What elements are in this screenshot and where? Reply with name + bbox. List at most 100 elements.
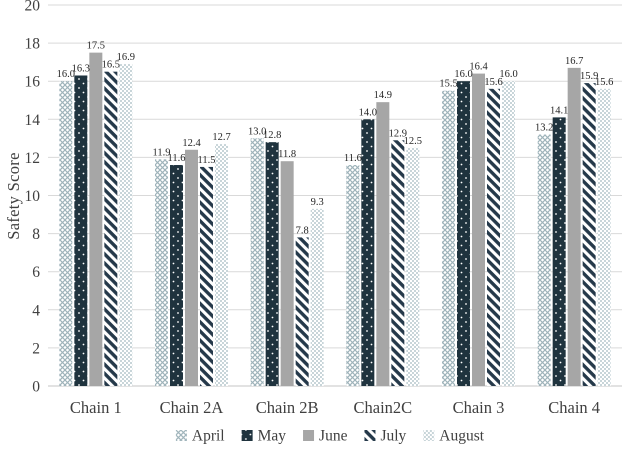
- data-label-june-chain-2b: 11.8: [278, 149, 296, 160]
- bar-may-chain-1: [74, 75, 88, 387]
- x-category-label-chain2c: Chain2C: [353, 398, 412, 417]
- data-label-june-chain-4: 16.7: [565, 56, 583, 67]
- bar-august-chain-4: [597, 88, 611, 386]
- bar-august-chain-2b: [310, 208, 324, 386]
- data-label-april-chain-2b: 13.0: [248, 126, 266, 137]
- y-tick-label: 16: [25, 74, 41, 91]
- legend-item-august: August: [423, 428, 485, 445]
- bar-august-chain-1: [119, 64, 133, 387]
- bar-april-chain-2b: [250, 138, 264, 386]
- legend-item-june: June: [303, 428, 348, 445]
- legend: April May June July August: [175, 428, 485, 445]
- bar-may-chain-2b: [265, 142, 279, 386]
- data-label-may-chain-1: 16.3: [72, 63, 90, 74]
- x-category-label-chain-2b: Chain 2B: [256, 398, 319, 417]
- y-axis-title: Safety Score: [4, 152, 23, 240]
- bar-april-chain-4: [537, 134, 551, 386]
- data-label-july-chain-3: 15.6: [484, 77, 502, 88]
- data-label-august-chain-4: 15.6: [595, 77, 613, 88]
- y-tick-label: 10: [25, 188, 41, 205]
- legend-swatch-august: [423, 430, 435, 441]
- data-label-may-chain2c: 14.0: [359, 107, 377, 118]
- gridlines: [48, 4, 622, 387]
- y-tick-label: 0: [32, 379, 40, 396]
- bar-august-chain2c: [406, 147, 420, 386]
- data-label-june-chain2c: 14.9: [374, 90, 392, 101]
- data-label-april-chain2c: 11.6: [344, 153, 362, 164]
- data-label-august-chain-1: 16.9: [117, 52, 135, 63]
- data-label-april-chain-4: 13.2: [535, 123, 553, 134]
- bars: [59, 52, 611, 387]
- y-tick-label: 4: [32, 302, 40, 319]
- bar-july-chain-4: [582, 83, 596, 386]
- data-label-may-chain-4: 14.1: [550, 105, 568, 116]
- bar-july-chain-3: [487, 88, 500, 386]
- data-label-july-chain-2a: 11.5: [198, 155, 216, 166]
- x-category-label-chain-4: Chain 4: [548, 398, 600, 417]
- legend-swatch-july: [364, 430, 376, 441]
- legend-item-may: May: [241, 428, 287, 445]
- data-label-june-chain-1: 17.5: [87, 41, 105, 52]
- data-label-july-chain2c: 12.9: [389, 128, 407, 139]
- bar-april-chain-1: [59, 81, 73, 386]
- y-tick-label: 18: [25, 36, 41, 53]
- legend-swatch-april: [175, 430, 187, 441]
- data-label-june-chain-3: 16.4: [469, 62, 488, 73]
- bar-may-chain-3: [457, 81, 470, 386]
- data-label-august-chain2c: 12.5: [404, 136, 422, 147]
- data-label-july-chain-4: 15.9: [580, 71, 598, 82]
- bar-june-chain-2a: [185, 149, 198, 386]
- data-label-july-chain-1: 16.5: [102, 60, 120, 71]
- y-tick-label: 8: [32, 226, 40, 243]
- data-label-may-chain-2a: 11.6: [168, 153, 186, 164]
- bar-april-chain2c: [346, 165, 360, 386]
- data-label-april-chain-3: 15.5: [439, 79, 457, 90]
- y-tick-label: 14: [25, 112, 41, 129]
- y-tick-label: 2: [32, 340, 40, 357]
- bar-may-chain-4: [552, 117, 566, 387]
- bar-may-chain2c: [361, 119, 375, 387]
- x-category-label-chain-2a: Chain 2A: [160, 398, 224, 417]
- bar-july-chain-1: [104, 71, 118, 387]
- bar-august-chain-2a: [215, 144, 228, 386]
- data-label-may-chain-2b: 12.8: [263, 130, 281, 141]
- legend-label-may: May: [258, 428, 287, 445]
- bar-june-chain-2b: [280, 161, 294, 386]
- data-label-august-chain-2b: 9.3: [311, 197, 324, 208]
- bar-may-chain-2a: [170, 165, 183, 386]
- y-tick-label: 6: [32, 264, 40, 281]
- bar-august-chain-3: [502, 81, 515, 386]
- data-label-august-chain-3: 16.0: [499, 69, 517, 80]
- legend-item-july: July: [364, 428, 407, 445]
- axis-labels: 0 2 4 6 8 10 12 14 16 18 20 Chain 1 Chain 2A Chain 2B…: [25, 0, 601, 417]
- bar-june-chain2c: [376, 102, 390, 386]
- bar-june-chain-3: [472, 73, 485, 386]
- legend-swatch-may: [241, 430, 253, 441]
- legend-label-june: June: [319, 428, 348, 445]
- bar-july-chain-2b: [295, 237, 309, 386]
- data-label-april-chain-1: 16.0: [57, 69, 75, 80]
- bar-april-chain-2a: [155, 159, 168, 386]
- legend-label-august: August: [439, 428, 484, 445]
- legend-label-april: April: [192, 428, 225, 445]
- bar-june-chain-1: [89, 52, 103, 386]
- x-category-label-chain-1: Chain 1: [70, 398, 122, 417]
- data-label-april-chain-2a: 11.9: [153, 147, 171, 158]
- y-tick-label: 12: [25, 150, 41, 167]
- bar-june-chain-4: [567, 67, 581, 387]
- y-tick-label: 20: [25, 0, 41, 15]
- legend-item-april: April: [175, 428, 225, 445]
- data-labels: 16.0 11.9 13.0 11.6 15.5 13.2 16.3 11.6 12.8 14.0…: [57, 41, 614, 237]
- x-category-label-chain-3: Chain 3: [453, 398, 505, 417]
- legend-swatch-june: [303, 430, 315, 441]
- data-label-june-chain-2a: 12.4: [182, 138, 201, 149]
- bar-july-chain2c: [391, 140, 405, 386]
- data-label-july-chain-2b: 7.8: [296, 225, 309, 236]
- data-label-august-chain-2a: 12.7: [212, 132, 230, 143]
- data-label-may-chain-3: 16.0: [454, 69, 472, 80]
- legend-label-july: July: [380, 428, 406, 445]
- bar-april-chain-3: [442, 90, 455, 386]
- bar-july-chain-2a: [200, 166, 213, 386]
